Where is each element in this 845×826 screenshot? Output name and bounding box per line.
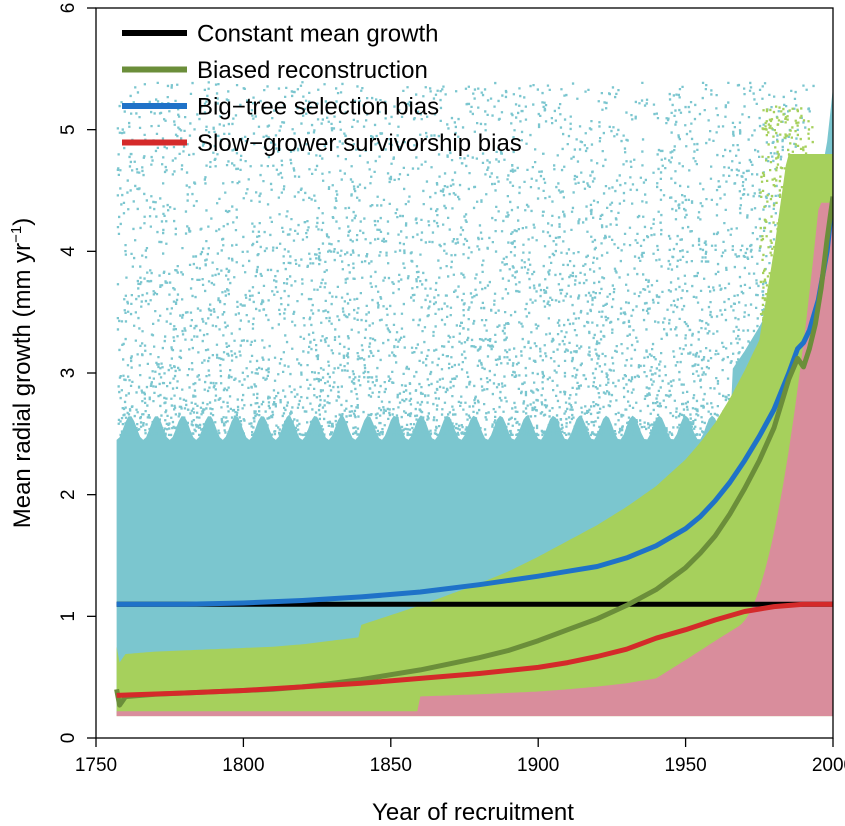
x-tick-label: 1850 — [370, 755, 412, 776]
y-tick-label: 0 — [58, 733, 79, 744]
y-axis-title-main: Mean radial growth (mm yr — [9, 243, 36, 528]
legend-label: Constant mean growth — [197, 21, 438, 48]
y-tick-label: 6 — [58, 3, 79, 14]
y-tick-label: 1 — [58, 611, 79, 622]
y-axis-title-close: ) — [9, 218, 36, 226]
series-lines — [114, 196, 833, 708]
biased-scattered-points — [759, 105, 815, 327]
legend: Constant mean growth Biased reconstructio… — [122, 21, 522, 157]
legend-item: Biased reconstruction — [122, 57, 428, 84]
series-line-big-tree-selection-bias — [116, 196, 833, 607]
scatter-clouds — [116, 81, 833, 717]
biased-point-cloud — [116, 154, 833, 717]
x-tick-label: 1900 — [517, 755, 559, 776]
legend-label: Big−tree selection bias — [197, 94, 439, 121]
x-axis-title: Year of recruitment — [372, 799, 574, 826]
legend-label: Biased reconstruction — [197, 57, 428, 84]
y-axis-title-superscript: −1 — [8, 226, 25, 243]
legend-label: Slow−grower survivorship bias — [197, 130, 522, 157]
x-tick-label: 1800 — [222, 755, 264, 776]
y-tick-label: 2 — [58, 489, 79, 500]
legend-item: Slow−grower survivorship bias — [122, 130, 522, 157]
y-tick-label: 4 — [58, 246, 79, 257]
big-tree-scattered-points — [116, 81, 815, 437]
legend-item: Constant mean growth — [122, 21, 438, 48]
y-tick-label: 3 — [58, 368, 79, 379]
x-tick-label: 1950 — [664, 755, 706, 776]
y-axis-title: Mean radial growth (mm yr−1) — [8, 218, 36, 529]
slow-grower-point-cloud — [116, 202, 833, 717]
series-line-slow-grower-survivorship-bias — [116, 601, 833, 698]
x-tick-label: 1750 — [75, 755, 117, 776]
y-tick-label: 5 — [58, 124, 79, 135]
legend-item: Big−tree selection bias — [122, 94, 439, 121]
